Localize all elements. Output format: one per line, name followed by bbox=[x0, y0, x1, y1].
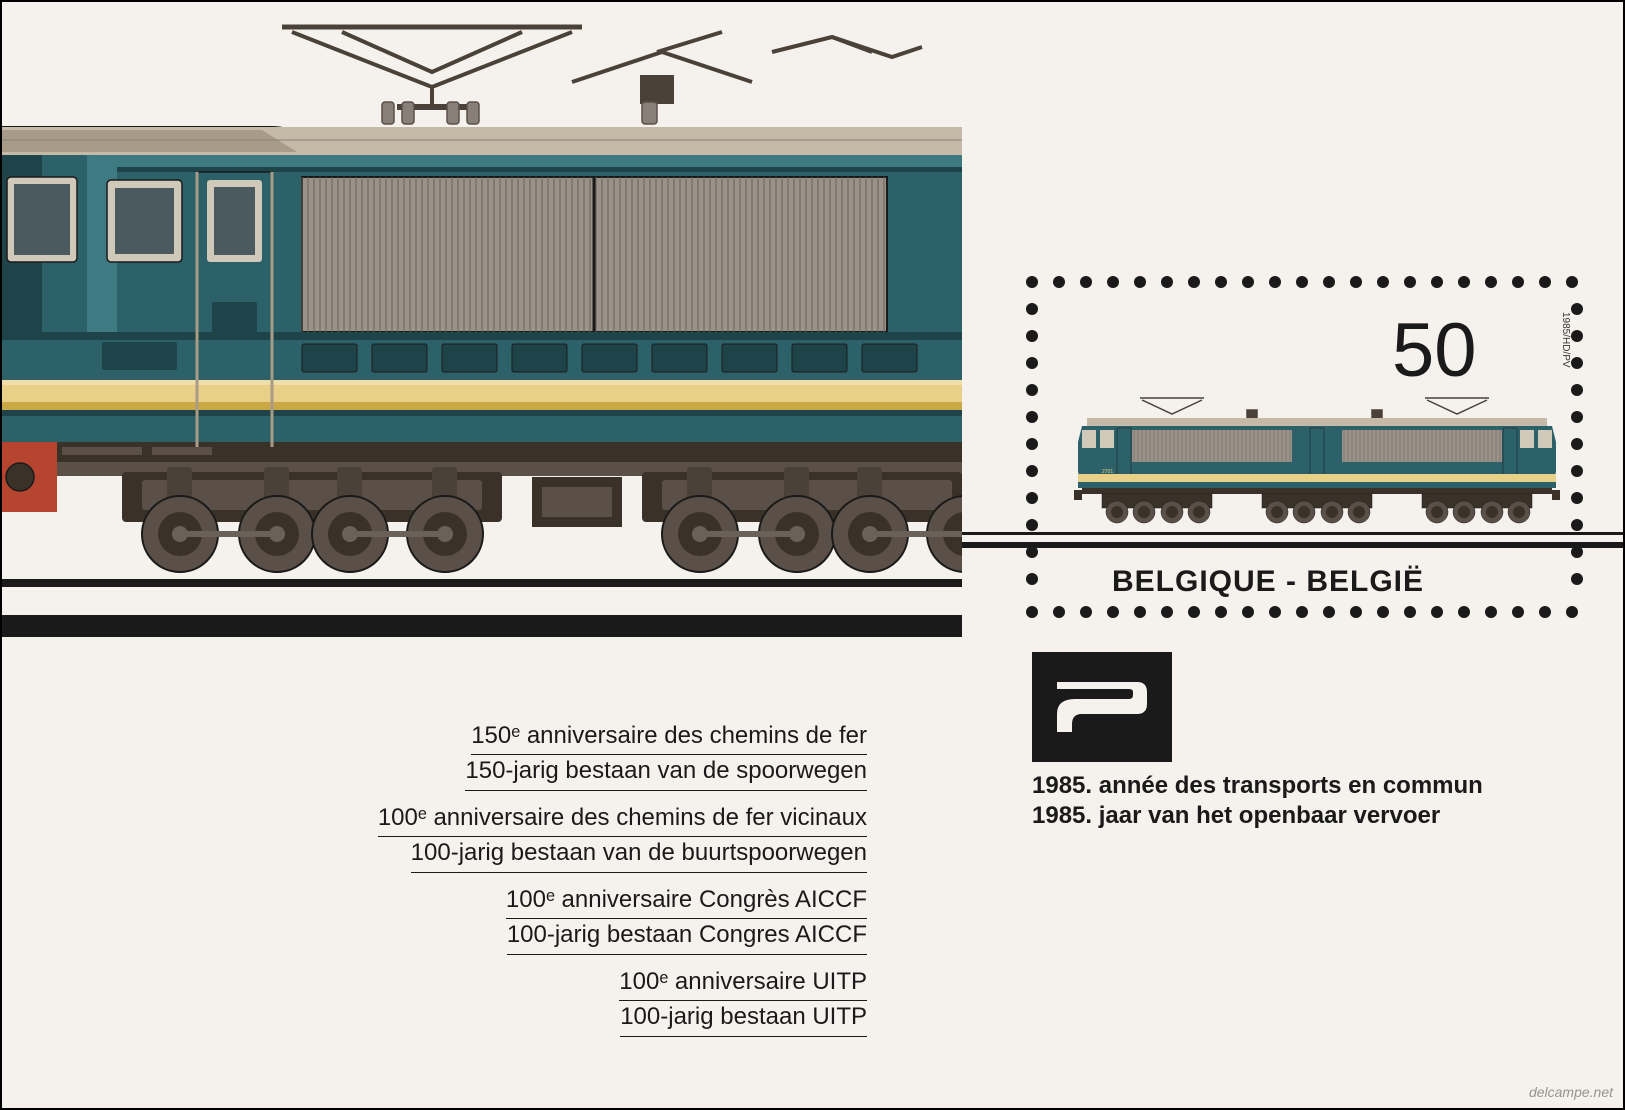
anniversary-2-nl: 100-jarig bestaan van de buurtspoorwegen bbox=[411, 837, 867, 872]
locomotive-small-illustration: 2701 bbox=[1072, 392, 1562, 537]
tagline-fr: 1985. année des transports en commun bbox=[1032, 772, 1483, 800]
tagline-nl: 1985. jaar van het openbaar vervoer bbox=[1032, 802, 1440, 830]
locomotive-large-illustration bbox=[2, 2, 962, 602]
anniversary-3-nl: 100-jarig bestaan Congres AICCF bbox=[507, 919, 867, 954]
anniversary-block-1: 150ᵉ anniversaire des chemins de fer 150… bbox=[187, 720, 867, 813]
stamp-sheet: 50 1985/HD/PV BELGIQUE - BELGIË bbox=[2, 2, 1623, 1108]
anniversary-block-3: 100ᵉ anniversaire Congrès AICCF 100-jari… bbox=[187, 884, 867, 977]
anniversary-1-fr: 150ᵉ anniversaire des chemins de fer bbox=[471, 720, 867, 755]
transport-logo bbox=[1032, 652, 1172, 762]
watermark: delcampe.net bbox=[1529, 1084, 1613, 1100]
transport-logo-icon bbox=[1057, 672, 1147, 742]
anniversary-block-2: 100ᵉ anniversaire des chemins de fer vic… bbox=[187, 802, 867, 895]
track-line-main-upper bbox=[2, 579, 962, 587]
anniversary-4-nl: 100-jarig bestaan UITP bbox=[620, 1001, 867, 1036]
stamp-microtext: 1985/HD/PV bbox=[1560, 312, 1571, 368]
stamp-country: BELGIQUE - BELGIË bbox=[1112, 565, 1424, 599]
outer-border: 50 1985/HD/PV BELGIQUE - BELGIË bbox=[0, 0, 1625, 1110]
anniversary-4-fr: 100ᵉ anniversaire UITP bbox=[619, 966, 867, 1001]
anniversary-3-fr: 100ᵉ anniversaire Congrès AICCF bbox=[506, 884, 867, 919]
track-line-main-lower bbox=[2, 615, 962, 637]
stamp-face-value: 50 bbox=[1392, 307, 1477, 394]
anniversary-1-nl: 150-jarig bestaan van de spoorwegen bbox=[465, 755, 867, 790]
anniversary-2-fr: 100ᵉ anniversaire des chemins de fer vic… bbox=[378, 802, 867, 837]
svg-text:2701: 2701 bbox=[1102, 469, 1113, 475]
anniversary-block-4: 100ᵉ anniversaire UITP 100-jarig bestaan… bbox=[187, 966, 867, 1059]
